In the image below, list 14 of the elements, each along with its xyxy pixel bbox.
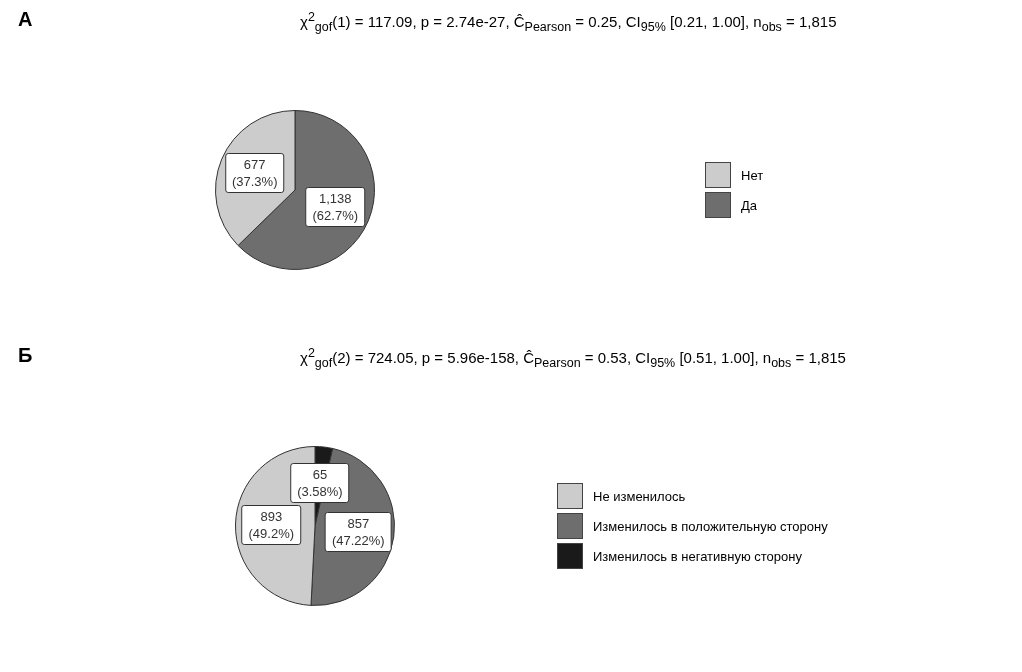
text: χ$^{2}$$_{gof}$(2) = 724.05, p = 5.96e-158, Ĉ$_{Pearson}$ = 0.53, CI$_{95%}$ [0.51, 1.00], n$_{obs}$ = 1,815	[300, 346, 846, 370]
legend-label: Изменилось в положительную сторону	[593, 518, 828, 534]
data-label: 677 (37.3%)	[224, 153, 285, 193]
text: χ$^{2}$$_{gof}$(1) = 117.09, p = 2.74e-27, Ĉ$_{Pearson}$ = 0.25, CI$_{95%}$ [0.21, 1.00], n$_{obs}$ = 1,815	[300, 10, 837, 34]
legend-label: Нет	[741, 167, 764, 183]
data-label: 65 (3.58%)	[290, 462, 350, 503]
data-label: 1,138 (62.7%)	[305, 186, 366, 227]
data-label: 893 (49.2%)	[241, 504, 302, 545]
legend-label: Да	[741, 197, 758, 213]
text: Б	[18, 344, 33, 367]
data-label: 857 (47.22%)	[324, 511, 392, 552]
text: А	[18, 8, 33, 31]
legend-label: Не изменилось	[593, 488, 686, 504]
legend-label: Изменилось в негативную сторону	[593, 548, 802, 564]
